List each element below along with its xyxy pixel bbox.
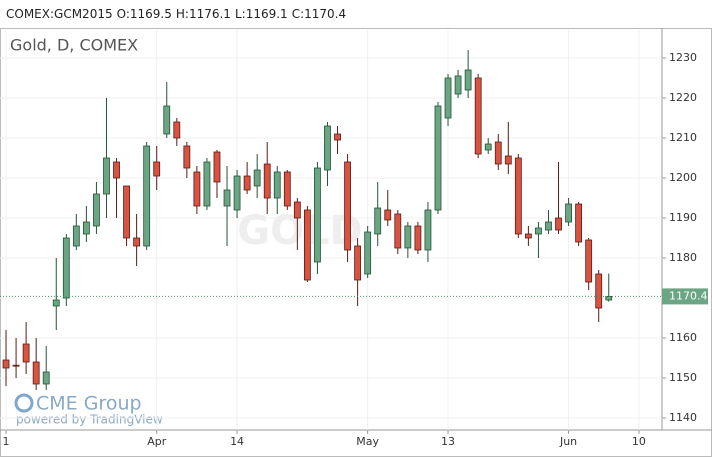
candle-body: [233, 175, 241, 211]
y-tick-label: 1210: [669, 131, 697, 144]
x-tick-label: 13: [441, 435, 455, 448]
ohlc-value: 1170.4: [304, 7, 347, 21]
ohlc-key: O:: [116, 7, 130, 21]
candle-body: [243, 175, 251, 191]
candle-body: [283, 171, 291, 207]
candle-body: [514, 157, 522, 235]
x-tick-label: May: [356, 435, 379, 448]
candle-body: [324, 125, 331, 171]
y-tick-label: 1190: [669, 211, 697, 224]
candle-body: [504, 155, 512, 165]
candle-body: [484, 143, 492, 151]
candle-body: [133, 237, 141, 247]
candle-body: [555, 217, 562, 231]
x-tick-label: 1: [3, 435, 10, 448]
candle-body: [22, 343, 30, 363]
candle-body: [143, 145, 151, 247]
candle-body: [374, 207, 382, 235]
candle-body: [173, 121, 181, 139]
header: COMEX:GCM2015 O:1169.5 H:1176.1 L:1169.1 C:1…: [0, 0, 712, 28]
logo: CME Group: [36, 393, 142, 415]
candle-body: [62, 237, 70, 299]
candle-body: [524, 233, 532, 239]
candle-body: [454, 75, 462, 95]
candle-body: [535, 227, 542, 235]
ohlc-value: 1176.1: [188, 7, 231, 21]
candle-body: [103, 157, 110, 195]
candle-body: [474, 77, 482, 155]
candle-body: [414, 225, 422, 251]
last-price-box: [662, 288, 708, 305]
candle-body: [605, 295, 613, 301]
candle-body: [42, 371, 50, 385]
chart: GOLD Gold, D, COMEX CME Group powered by…: [0, 28, 712, 457]
candle-body: [464, 69, 472, 91]
candle-body: [494, 141, 502, 165]
chart-title: Gold, D, COMEX: [10, 36, 138, 55]
last-price-label: 1170.4: [669, 289, 708, 302]
logo-icon: [14, 393, 34, 413]
ohlc-key: H:: [175, 7, 189, 21]
candle-body: [163, 105, 171, 135]
symbol: COMEX:GCM2015: [6, 7, 113, 21]
candle-body: [364, 231, 372, 275]
candle-body: [72, 225, 80, 247]
candle-body: [203, 161, 211, 207]
candle-body: [32, 361, 40, 385]
candle-body: [545, 221, 552, 231]
candle-body: [183, 145, 191, 169]
candle-body: [424, 209, 432, 251]
x-tick-label: Jun: [559, 435, 577, 448]
candle-body: [595, 273, 603, 309]
ohlc-key: L:: [234, 7, 246, 21]
candle-body: [113, 161, 120, 179]
candle-body: [253, 169, 261, 187]
y-tick-label: 1140: [669, 411, 697, 424]
candle-body: [404, 225, 412, 249]
y-tick-label: 1220: [669, 91, 697, 104]
grid: [0, 30, 662, 430]
y-tick-label: 1160: [669, 331, 697, 344]
candle-body: [153, 161, 161, 177]
y-tick-label: 1230: [669, 51, 697, 64]
candle-body: [303, 209, 311, 281]
candle-body: [575, 203, 583, 243]
ohlc-key: C:: [291, 7, 305, 21]
powered-by: powered by TradingView: [16, 413, 163, 427]
candle-body: [344, 161, 351, 251]
candle-body: [263, 163, 271, 199]
candle-body: [82, 221, 90, 235]
x-tick-label: 10: [632, 435, 646, 448]
x-tick-label: Apr: [147, 435, 167, 448]
y-tick-label: 1180: [669, 251, 697, 264]
y-tick-label: 1150: [669, 371, 697, 384]
candle-body: [12, 364, 20, 367]
x-tick-label: 14: [230, 435, 244, 448]
candle-body: [314, 167, 321, 263]
candle-body: [52, 299, 60, 307]
candle-body: [334, 133, 341, 141]
candle-body: [273, 171, 281, 199]
ohlc-value: 1169.1: [245, 7, 288, 21]
candle-body: [223, 189, 231, 207]
candle-body: [2, 359, 10, 369]
candle-body: [394, 213, 402, 249]
candle-body: [565, 203, 572, 223]
candle-body: [123, 185, 130, 239]
candle-body: [213, 151, 221, 183]
candle-body: [93, 193, 100, 227]
candle-body: [293, 201, 301, 219]
candle-body: [585, 239, 593, 283]
candle-body: [354, 245, 362, 281]
ohlc-value: 1169.5: [129, 7, 172, 21]
candle-body: [434, 105, 442, 211]
y-tick-label: 1200: [669, 171, 697, 184]
candle-body: [384, 209, 392, 221]
candle-body: [193, 171, 201, 207]
candle-body: [444, 77, 452, 119]
